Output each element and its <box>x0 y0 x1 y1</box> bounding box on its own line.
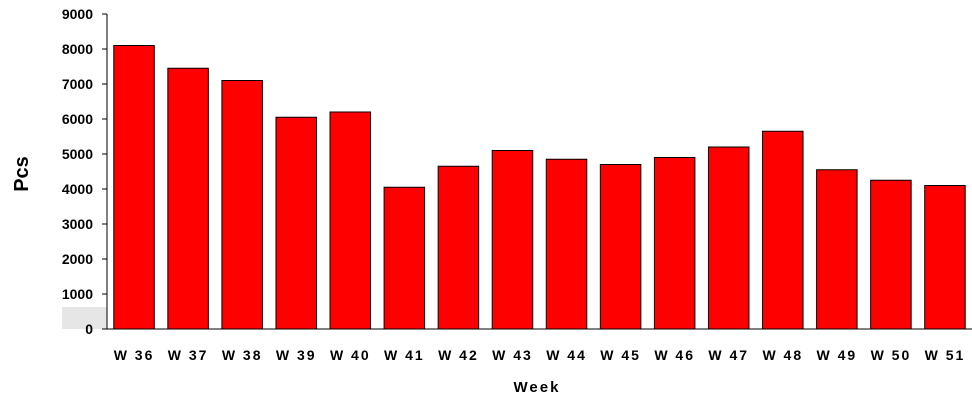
bar-w46 <box>653 157 696 330</box>
y-tick-label: 2000 <box>62 251 93 267</box>
y-tick-label: 3000 <box>62 216 93 232</box>
x-tick-label: W 43 <box>492 347 533 363</box>
x-tick-label: W 48 <box>762 347 803 363</box>
y-tick-label: 7000 <box>62 76 93 92</box>
bar-w36 <box>113 45 155 330</box>
x-tick-label: W 37 <box>168 347 209 363</box>
bars-group <box>113 45 966 330</box>
bar-w40 <box>329 111 372 330</box>
x-tick-label: W 51 <box>925 347 966 363</box>
y-tick-label: 8000 <box>62 41 93 57</box>
bar-w48 <box>762 130 804 330</box>
y-tick-label: 5000 <box>62 146 93 162</box>
x-tick-label: W 49 <box>817 347 858 363</box>
y-tick-labels: 0 1000 2000 3000 4000 5000 6000 7000 8000 9000 <box>62 6 93 337</box>
bar-w43 <box>491 150 534 330</box>
plot-floor-strip <box>62 307 107 329</box>
bar-w44 <box>545 158 588 330</box>
bar-w42 <box>437 165 480 330</box>
y-tick-label: 4000 <box>62 181 93 197</box>
x-tick-label: W 44 <box>546 347 587 363</box>
x-tick-label: W 38 <box>222 347 263 363</box>
bar-w45 <box>599 164 642 330</box>
x-tick-label: W 45 <box>600 347 641 363</box>
bar-w38 <box>221 80 263 330</box>
bar-w37 <box>167 67 209 330</box>
plot-floor <box>62 307 107 329</box>
bar-w50 <box>870 179 912 330</box>
x-tick-label: W 42 <box>438 347 479 363</box>
x-tick-labels: W 36 W 37 W 38 W 39 W 40 W 41 W 42 W 43 W 44 W 45… <box>114 347 966 363</box>
x-tick-label: W 39 <box>276 347 317 363</box>
x-tick-label: W 36 <box>114 347 155 363</box>
axes-group <box>102 13 972 330</box>
bar-w51 <box>924 185 966 330</box>
x-tick-label: W 50 <box>871 347 912 363</box>
bar-w39 <box>275 116 317 330</box>
x-axis-title: Week <box>514 379 561 396</box>
y-tick-label: 9000 <box>62 6 93 22</box>
y-tick-label: 6000 <box>62 111 93 127</box>
x-tick-label: W 46 <box>654 347 695 363</box>
y-axis-title: Pcs <box>11 156 33 192</box>
bar-w49 <box>816 169 858 330</box>
y-tick-label: 1000 <box>62 286 93 302</box>
x-tick-label: W 41 <box>384 347 425 363</box>
y-tick-label: 0 <box>85 321 93 337</box>
x-tick-label: W 40 <box>330 347 371 363</box>
bar-w47 <box>707 146 750 330</box>
bar-w41 <box>383 186 426 330</box>
x-tick-label: W 47 <box>708 347 749 363</box>
